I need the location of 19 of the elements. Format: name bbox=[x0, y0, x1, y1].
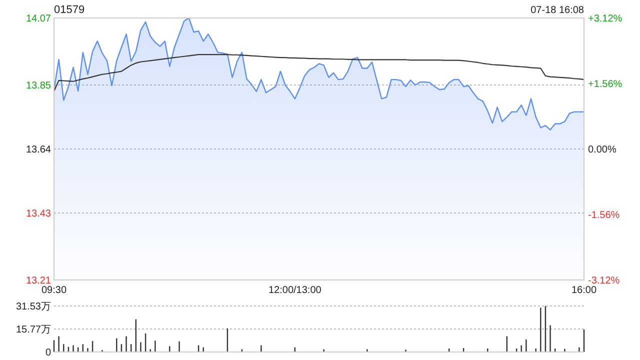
y2-tick-label: -1.56% bbox=[588, 210, 620, 221]
chart-title: 01579 bbox=[54, 4, 85, 16]
y-tick-label: 31.53万 bbox=[16, 302, 51, 312]
x-tick-label: 16:00 bbox=[571, 285, 597, 296]
y2-tick-label: +3.12% bbox=[588, 14, 622, 24]
y-tick-label: 13.85 bbox=[26, 80, 52, 92]
x-tick-label: 09:30 bbox=[41, 285, 67, 296]
y2-tick-label: +1.56% bbox=[588, 79, 622, 90]
y2-tick-label: -3.12% bbox=[588, 276, 620, 286]
y2-tick-label: 0.00% bbox=[588, 144, 616, 156]
text: 07-18 16:08 bbox=[530, 5, 584, 16]
y-tick-label: 0 bbox=[45, 348, 52, 358]
x-tick-label: 12:00/13:00 bbox=[268, 285, 322, 296]
y-tick-label: 13.64 bbox=[26, 144, 52, 156]
line-series bbox=[53, 54, 585, 92]
y-tick-label: 13.43 bbox=[26, 208, 52, 220]
y-tick-label: 15.77万 bbox=[16, 324, 51, 336]
y-tick-label: 13.21 bbox=[26, 276, 52, 286]
y-tick-label: 14.07 bbox=[26, 14, 52, 24]
